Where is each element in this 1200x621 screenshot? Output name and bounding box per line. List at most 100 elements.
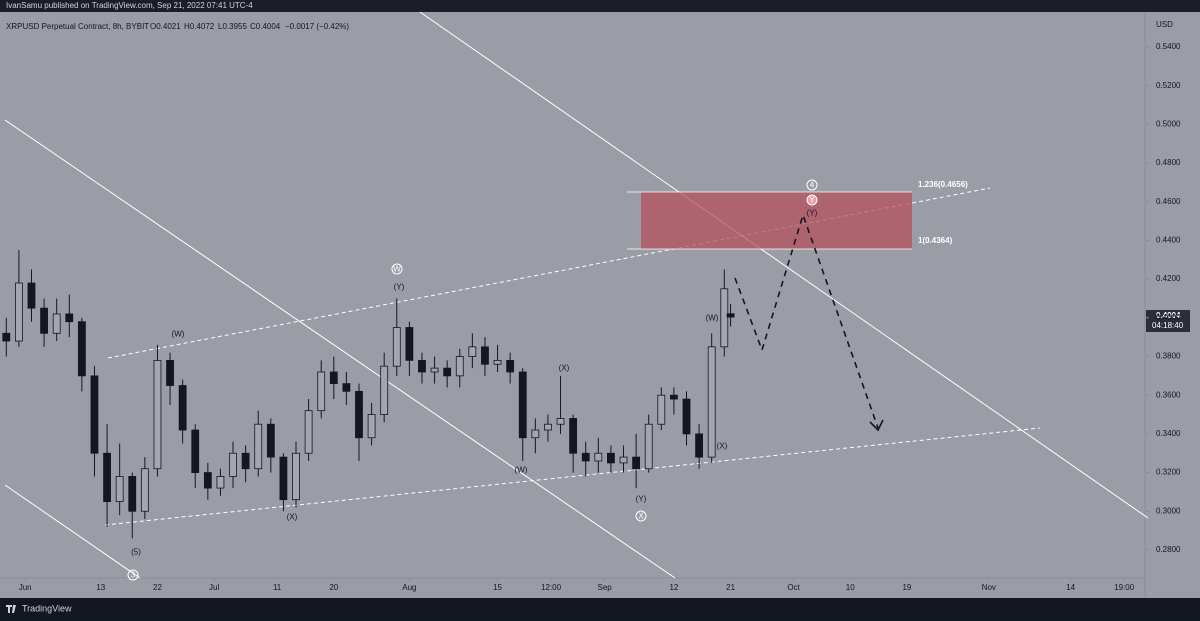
y-tick-label: 0.4600 <box>1156 197 1181 206</box>
brand-logo <box>6 605 16 613</box>
candle-body <box>506 359 515 373</box>
candle-body <box>682 398 691 435</box>
wave-circle <box>806 179 818 191</box>
ohlc: L0.3955 <box>218 22 247 31</box>
candle-body <box>166 359 174 386</box>
x-tick-label: Sep <box>598 583 613 592</box>
candle-body <box>266 423 275 458</box>
x-tick-label: 12 <box>669 583 678 592</box>
candle-body <box>342 383 351 392</box>
footer-bar <box>0 598 1200 621</box>
wave-label: (Y) <box>394 283 405 292</box>
wave-label: (W) <box>515 466 528 475</box>
trend-line <box>419 11 1149 519</box>
wave-circle <box>127 569 139 581</box>
x-tick-label: 11 <box>273 583 282 592</box>
wave-label: (W) <box>706 314 719 323</box>
x-tick-label: 13 <box>96 583 105 592</box>
candle-body <box>128 476 137 512</box>
x-tick-label: Oct <box>787 583 800 592</box>
x-tick-label: 20 <box>329 583 338 592</box>
candle-body <box>77 321 86 377</box>
candle-body <box>40 307 48 334</box>
candle-body <box>657 394 666 425</box>
candle-body <box>254 423 263 470</box>
candle-body <box>65 313 74 323</box>
x-tick-label: 12:00 <box>541 583 562 592</box>
candle-body <box>468 346 477 357</box>
y-tick-label: 0.4400 <box>1156 236 1181 245</box>
candle-body <box>178 385 187 431</box>
candle-body <box>304 410 313 454</box>
candle-body <box>90 375 99 454</box>
wave-label: (W) <box>172 330 185 339</box>
y-tick-label: 0.5400 <box>1156 42 1181 51</box>
candle-body <box>569 418 578 454</box>
candle-body <box>405 327 414 361</box>
candle-body <box>544 423 552 431</box>
candle-body <box>418 359 426 373</box>
countdown: 04:18:40 <box>1152 321 1184 330</box>
candle-body <box>317 371 326 412</box>
arrow-head <box>869 419 884 432</box>
candle-body <box>115 476 124 502</box>
projection-path <box>734 212 879 429</box>
wave-label: (Y) <box>807 209 818 218</box>
candle-body <box>329 371 338 384</box>
candle-body <box>27 282 36 309</box>
x-tick-label: 14 <box>1066 583 1075 592</box>
candle-body <box>581 452 590 462</box>
candle-body <box>443 367 452 377</box>
candle-body <box>726 313 735 318</box>
fib-label: 1.236(0.4656) <box>918 180 968 189</box>
candle-body <box>153 359 162 470</box>
trend-line <box>4 119 676 579</box>
candle-body <box>229 452 237 477</box>
candle-body <box>392 327 401 367</box>
y-tick-label: 0.3800 <box>1156 352 1181 361</box>
candle-body <box>203 472 212 489</box>
y-tick-label: 0.4000 <box>1156 313 1181 322</box>
x-tick-label: 15 <box>493 583 502 592</box>
wave-label: (5) <box>131 548 141 557</box>
y-tick-label: 0.3000 <box>1156 506 1181 515</box>
brand: TradingView <box>22 603 72 613</box>
x-tick-label: 22 <box>153 583 162 592</box>
candles <box>2 250 735 539</box>
fib-label: 1(0.4364) <box>918 236 953 245</box>
wave-circle <box>806 194 818 206</box>
candle-body <box>695 433 703 458</box>
candle-body <box>644 423 653 470</box>
candle-body <box>241 452 250 470</box>
ohlc: −0.0017 (−0.42%) <box>285 22 349 31</box>
y-tick-label: 0.5200 <box>1156 81 1181 90</box>
candle-body <box>14 282 23 342</box>
candle-body <box>455 356 464 377</box>
candle-body <box>191 429 200 473</box>
wave-label: Y <box>809 196 815 205</box>
wave-label: (X) <box>287 513 298 522</box>
ohlc: O0.4021 <box>150 22 181 31</box>
ohlc: H0.4072 <box>184 22 215 31</box>
y-tick-label: 0.4800 <box>1156 158 1181 167</box>
candle-body <box>556 418 565 425</box>
candle-body <box>481 346 489 365</box>
y-tick-label: 0.3600 <box>1156 390 1181 399</box>
candle-body <box>531 429 540 439</box>
currency: USD <box>1156 20 1173 29</box>
wave-label: X <box>638 512 644 521</box>
x-tick-label: Jul <box>209 583 219 592</box>
x-tick-label: 10 <box>846 583 855 592</box>
wave-circle <box>635 510 647 522</box>
candle-body <box>367 414 376 439</box>
publisher: IvanSamu published on TradingView.com, S… <box>6 1 253 10</box>
header-bar <box>0 0 1200 12</box>
x-tick-label: Aug <box>402 583 416 592</box>
last-price: 0.4004 <box>1156 311 1181 320</box>
x-tick-label: 19:00 <box>1114 583 1135 592</box>
candle-body <box>607 452 615 464</box>
channel-line <box>104 427 1041 526</box>
wave-label: W <box>393 265 401 274</box>
